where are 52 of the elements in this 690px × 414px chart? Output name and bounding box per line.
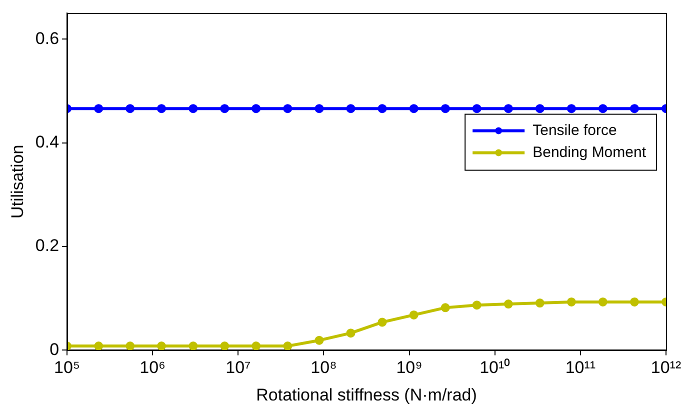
point bbox=[346, 104, 356, 114]
point bbox=[598, 104, 608, 114]
point bbox=[598, 297, 608, 306]
point bbox=[252, 104, 261, 114]
point bbox=[535, 104, 544, 114]
point bbox=[314, 104, 324, 114]
point bbox=[630, 297, 639, 306]
point bbox=[252, 342, 261, 350]
point bbox=[472, 300, 482, 310]
point bbox=[126, 342, 135, 350]
legend-label: Bending Moment bbox=[532, 144, 647, 161]
point bbox=[504, 104, 513, 114]
point bbox=[283, 104, 292, 114]
x-tick-label: 10⁸ bbox=[310, 358, 337, 378]
point bbox=[630, 104, 639, 114]
point bbox=[409, 104, 418, 114]
point bbox=[409, 310, 418, 320]
point bbox=[566, 104, 576, 114]
point bbox=[378, 104, 387, 114]
point bbox=[188, 104, 198, 114]
point bbox=[283, 342, 292, 350]
point bbox=[346, 328, 356, 338]
point bbox=[188, 342, 198, 350]
x-tick-label: 10¹¹ bbox=[565, 358, 596, 378]
x-tick-label: 10¹² bbox=[650, 358, 682, 378]
y-tick-label: 0.4 bbox=[35, 132, 60, 152]
point bbox=[440, 303, 450, 312]
x-tick-label: 10¹⁰ bbox=[480, 358, 510, 378]
legend-label: Tensile force bbox=[532, 122, 617, 139]
point bbox=[220, 342, 230, 350]
x-axis-title: Rotational stiffness (N·m/rad) bbox=[256, 385, 477, 404]
x-tick-label: 10⁷ bbox=[226, 358, 251, 378]
point bbox=[156, 342, 166, 350]
point bbox=[378, 318, 387, 327]
y-tick-label: 0.2 bbox=[35, 236, 60, 256]
point bbox=[566, 297, 576, 306]
point bbox=[472, 104, 482, 114]
point bbox=[94, 104, 104, 114]
y-tick-label: 0.6 bbox=[35, 28, 60, 48]
point bbox=[126, 104, 135, 114]
point bbox=[220, 104, 230, 114]
y-axis-title: Utilisation bbox=[8, 144, 27, 219]
x-tick-label: 10⁹ bbox=[396, 358, 422, 378]
point bbox=[314, 336, 324, 345]
y-tick-label: 0 bbox=[50, 340, 60, 359]
point bbox=[156, 104, 166, 114]
x-tick-label: 10⁶ bbox=[140, 358, 166, 378]
x-tick-label: 10⁵ bbox=[54, 358, 80, 378]
point bbox=[440, 104, 450, 114]
point bbox=[94, 342, 104, 350]
point bbox=[504, 300, 513, 309]
point bbox=[535, 298, 544, 308]
